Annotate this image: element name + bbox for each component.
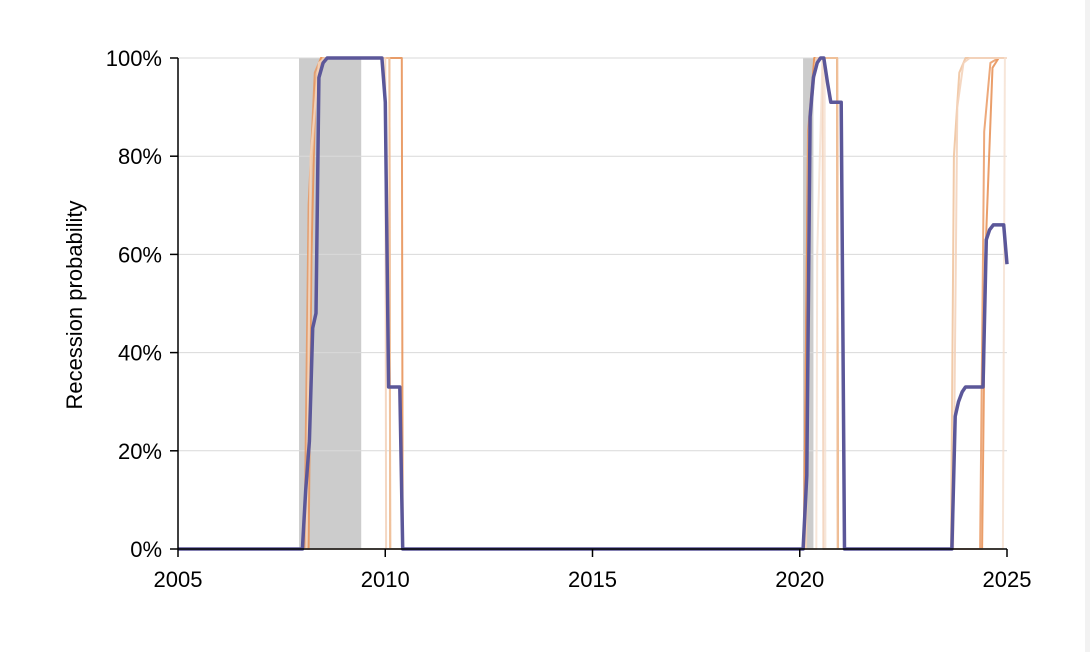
series-line-0 [178,56,1009,551]
x-tick-label-2: 2015 [568,567,617,592]
y-tick-label-3: 60% [118,242,162,267]
y-tick-label-0: 0% [130,537,162,562]
x-tick-label-1: 2010 [361,567,410,592]
y-tick-label-2: 40% [118,341,162,366]
y-tick-label-1: 20% [118,439,162,464]
x-tick-label-3: 2020 [775,567,824,592]
x-tick-label-0: 2005 [154,567,203,592]
y-tick-label-4: 80% [118,144,162,169]
window-edge [1085,0,1090,652]
recession-shading [299,58,814,549]
axes [170,57,1008,557]
y-tick-labels: 0% 20% 40% 60% 80% 100% [106,46,162,562]
x-tick-labels: 2005 2010 2015 2020 2025 [154,567,1032,592]
y-tick-label-5: 100% [106,46,162,71]
main-series [178,56,1009,551]
x-tick-label-4: 2025 [983,567,1032,592]
y-axis-title: Recession probability [62,200,87,409]
